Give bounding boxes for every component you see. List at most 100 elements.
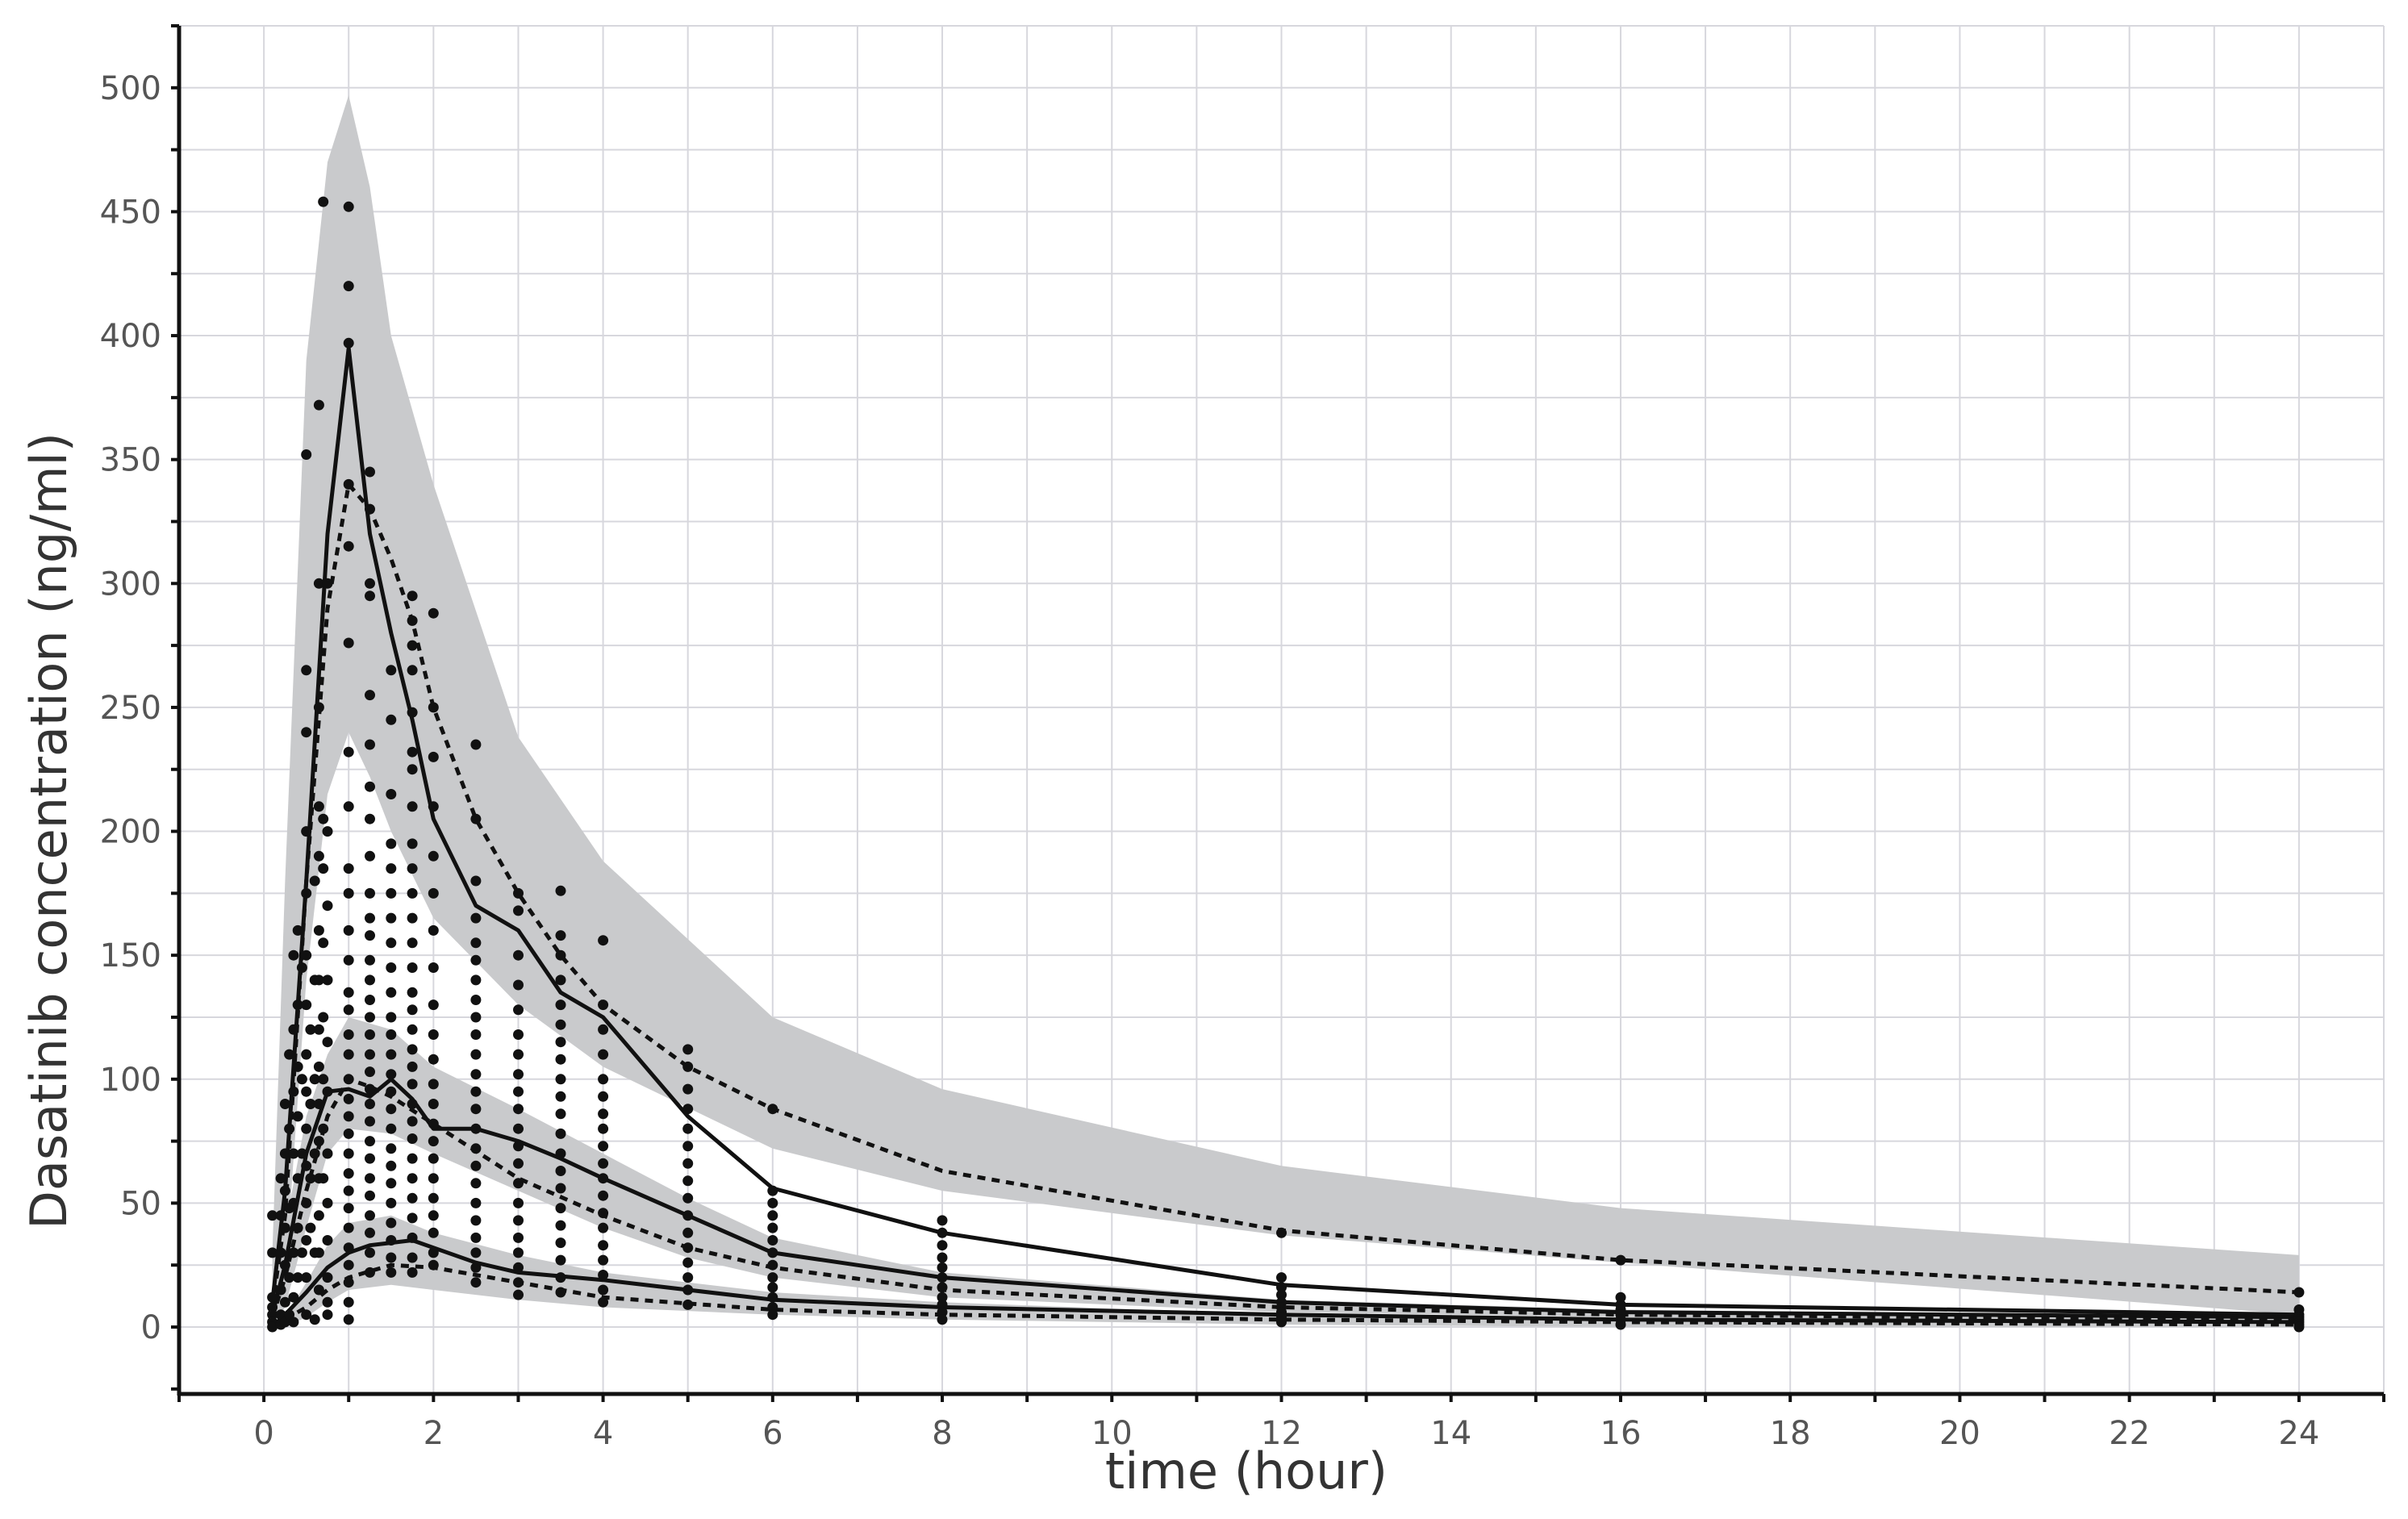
- observed-point: [322, 900, 333, 912]
- observed-point: [288, 1024, 299, 1035]
- observed-point: [343, 1093, 354, 1104]
- observed-point: [767, 1222, 778, 1233]
- observed-point: [343, 1185, 354, 1196]
- observed-point: [407, 1133, 418, 1144]
- observed-point: [1276, 1282, 1287, 1293]
- observed-point: [288, 1247, 299, 1258]
- observed-point: [428, 924, 439, 936]
- observed-point: [365, 954, 375, 966]
- observed-point: [598, 1222, 609, 1233]
- x-axis-title: time (hour): [1105, 1442, 1388, 1500]
- observed-point: [365, 1210, 375, 1221]
- y-tick-label: 350: [100, 442, 161, 479]
- observed-point: [513, 1004, 524, 1016]
- observed-point: [682, 1299, 694, 1310]
- observed-point: [365, 1227, 375, 1238]
- observed-point: [937, 1299, 948, 1310]
- observed-point: [513, 1049, 524, 1060]
- observed-point: [343, 1314, 354, 1325]
- observed-point: [322, 1272, 333, 1283]
- observed-point: [301, 1272, 312, 1283]
- observed-point: [343, 637, 354, 649]
- observed-point: [407, 801, 418, 812]
- observed-point: [313, 1136, 324, 1147]
- observed-point: [407, 1004, 418, 1016]
- observed-point: [767, 1259, 778, 1271]
- observed-point: [767, 1104, 778, 1115]
- observed-point: [365, 1029, 375, 1040]
- observed-point: [513, 979, 524, 991]
- observed-point: [428, 702, 439, 713]
- observed-point: [407, 863, 418, 874]
- observed-point: [682, 1044, 694, 1055]
- observed-point: [767, 1235, 778, 1246]
- observed-point: [513, 1215, 524, 1226]
- observed-point: [343, 1203, 354, 1214]
- observed-point: [301, 665, 312, 676]
- observed-point: [428, 962, 439, 973]
- observed-point: [301, 1086, 312, 1097]
- observed-point: [937, 1240, 948, 1251]
- observed-point: [309, 1074, 320, 1085]
- observed-point: [470, 1049, 482, 1060]
- observed-point: [313, 1247, 324, 1258]
- observed-point: [470, 1012, 482, 1023]
- x-tick-label: 8: [932, 1415, 952, 1452]
- observed-point: [428, 1227, 439, 1238]
- observed-point: [313, 702, 324, 713]
- observed-point: [365, 1099, 375, 1109]
- observed-point: [682, 1272, 694, 1283]
- observed-point: [386, 1123, 397, 1134]
- observed-point: [513, 1086, 524, 1097]
- observed-point: [365, 1083, 375, 1095]
- observed-point: [296, 1148, 307, 1159]
- y-tick-label: 500: [100, 70, 161, 107]
- observed-point: [292, 1173, 303, 1184]
- x-axis-ticks: 0 2 4 6 8 10 12 14 16 18 20 22 24: [177, 1394, 2385, 1452]
- observed-point: [470, 1123, 482, 1134]
- observed-point: [365, 930, 375, 941]
- observed-point: [365, 690, 375, 701]
- observed-point: [513, 949, 524, 961]
- observed-point: [407, 615, 418, 626]
- observed-point: [365, 1116, 375, 1127]
- observed-point: [343, 863, 354, 874]
- observed-point: [407, 590, 418, 602]
- observed-point: [322, 1197, 333, 1208]
- observed-point: [288, 1148, 299, 1159]
- observed-point: [682, 1141, 694, 1152]
- observed-point: [555, 949, 566, 961]
- observed-point: [343, 1074, 354, 1085]
- observed-point: [322, 826, 333, 837]
- observed-point: [513, 887, 524, 899]
- observed-point: [322, 1309, 333, 1321]
- observed-point: [407, 1192, 418, 1204]
- observed-point: [318, 1173, 329, 1184]
- observed-point: [682, 1175, 694, 1187]
- observed-point: [386, 789, 397, 799]
- observed-point: [598, 1091, 609, 1102]
- observed-point: [267, 1210, 278, 1221]
- observed-point: [767, 1309, 778, 1321]
- observed-point: [513, 1178, 524, 1189]
- observed-point: [301, 1049, 312, 1060]
- observed-point: [301, 1309, 312, 1321]
- observed-point: [386, 838, 397, 849]
- observed-point: [365, 1190, 375, 1201]
- observed-point: [318, 196, 329, 207]
- observed-point: [428, 887, 439, 899]
- observed-point: [682, 1158, 694, 1169]
- observed-point: [428, 1210, 439, 1221]
- observed-point: [386, 1235, 397, 1246]
- observed-point: [365, 503, 375, 515]
- x-tick-label: 24: [2278, 1415, 2319, 1452]
- observed-point: [555, 885, 566, 896]
- observed-point: [470, 937, 482, 949]
- observed-point: [470, 1086, 482, 1097]
- observed-point: [428, 1099, 439, 1109]
- observed-point: [513, 1158, 524, 1169]
- observed-point: [598, 1173, 609, 1184]
- observed-point: [937, 1272, 948, 1283]
- observed-point: [275, 1173, 286, 1184]
